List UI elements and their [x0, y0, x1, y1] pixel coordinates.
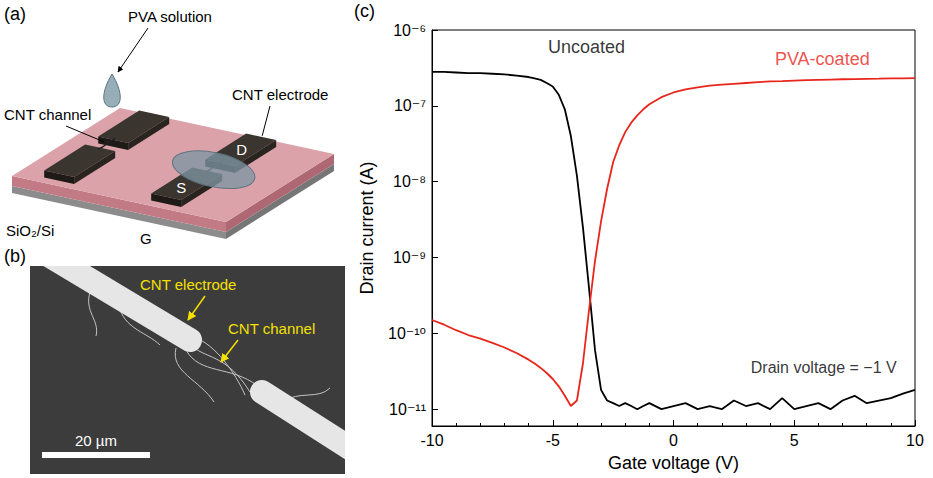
svg-text:-5: -5: [546, 432, 560, 449]
svg-text:10⁻⁶: 10⁻⁶: [393, 22, 426, 39]
svg-text:(b): (b): [4, 246, 26, 266]
svg-text:10⁻¹¹: 10⁻¹¹: [389, 401, 426, 418]
svg-text:(a): (a): [4, 4, 26, 24]
svg-text:SiO₂/Si: SiO₂/Si: [6, 222, 54, 239]
svg-text:D: D: [236, 141, 247, 158]
svg-text:10⁻⁷: 10⁻⁷: [394, 97, 426, 114]
svg-text:Drain current (A): Drain current (A): [357, 161, 377, 294]
svg-text:10⁻⁹: 10⁻⁹: [393, 249, 426, 266]
svg-text:5: 5: [790, 432, 799, 449]
svg-text:CNT channel: CNT channel: [228, 320, 315, 337]
svg-text:10: 10: [906, 432, 924, 449]
svg-text:20 µm: 20 µm: [75, 432, 117, 449]
svg-text:PVA-coated: PVA-coated: [775, 49, 870, 69]
svg-text:10⁻¹⁰: 10⁻¹⁰: [388, 325, 426, 342]
svg-text:-10: -10: [420, 432, 443, 449]
svg-text:(c): (c): [354, 1, 375, 21]
svg-text:Uncoated: Uncoated: [548, 37, 625, 57]
svg-text:CNT channel: CNT channel: [4, 106, 91, 123]
svg-text:CNT electrode: CNT electrode: [140, 276, 236, 293]
svg-text:CNT electrode: CNT electrode: [232, 86, 328, 103]
svg-text:Drain voltage = −1 V: Drain voltage = −1 V: [751, 359, 897, 376]
svg-text:0: 0: [669, 432, 678, 449]
svg-text:PVA solution: PVA solution: [128, 8, 212, 25]
svg-text:Gate voltage (V): Gate voltage (V): [608, 453, 739, 473]
svg-text:S: S: [176, 179, 186, 196]
svg-text:10⁻⁸: 10⁻⁸: [393, 173, 426, 190]
svg-text:G: G: [140, 230, 152, 247]
